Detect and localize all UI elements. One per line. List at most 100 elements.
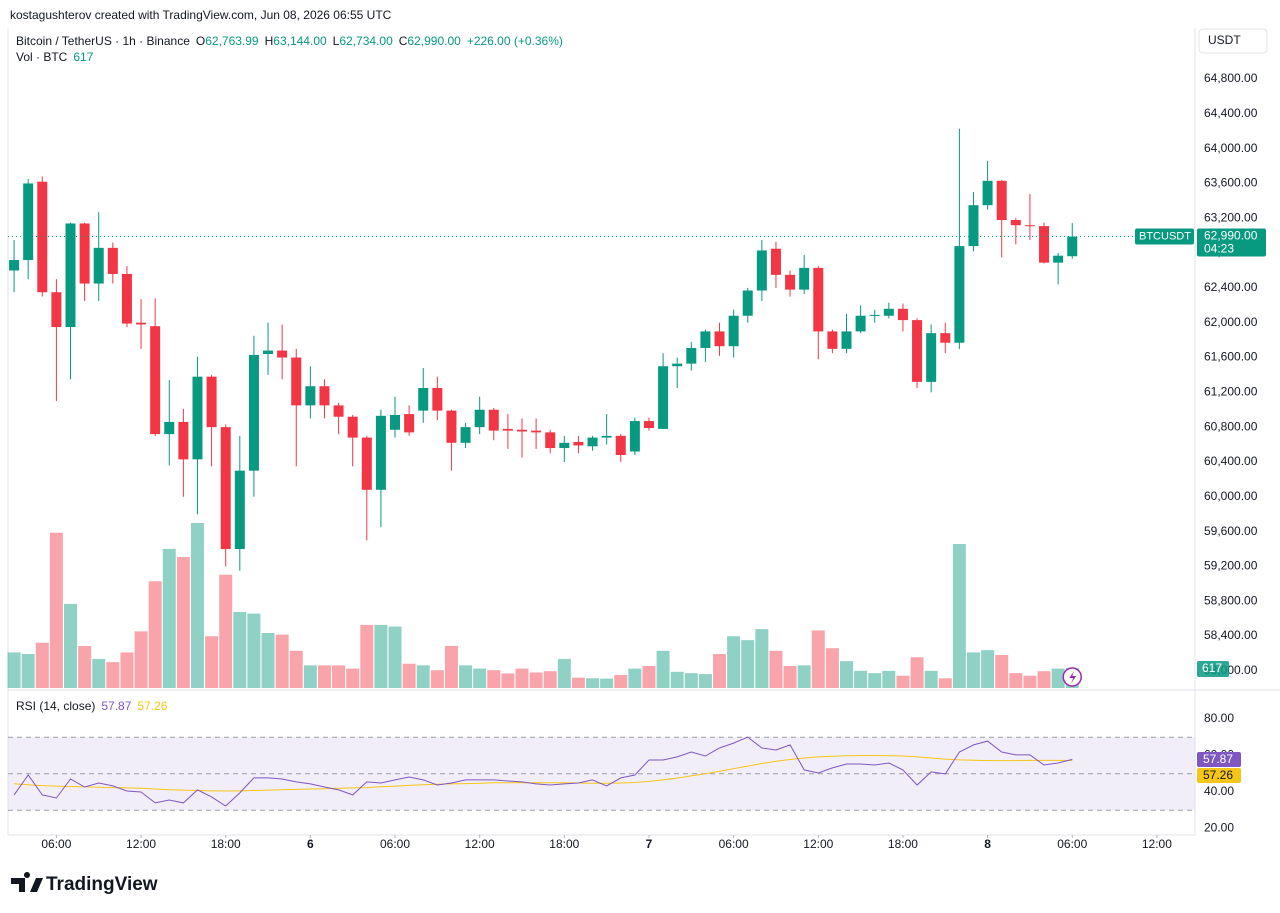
volume-bar — [148, 581, 162, 688]
y-tick-label: 61,200.00 — [1204, 385, 1258, 399]
currency: USDT — [1208, 33, 1241, 47]
candle-body — [121, 273, 132, 324]
candle-body — [1053, 255, 1064, 263]
candle-body — [277, 350, 288, 358]
candle-body — [432, 387, 443, 411]
volume-bar — [952, 544, 966, 688]
y-tick-label: 61,600.00 — [1204, 350, 1258, 364]
candle-body — [855, 315, 866, 332]
y-tick-label: 62,000.00 — [1204, 315, 1258, 329]
candle-body — [982, 180, 993, 206]
y-tick-label: 64,400.00 — [1204, 106, 1258, 120]
rsi-value: 57.87 — [101, 699, 131, 713]
candle-body — [559, 442, 570, 449]
volume-bar — [78, 645, 92, 688]
volume-bar — [628, 668, 642, 688]
candle-body — [926, 333, 937, 382]
candle-body — [799, 267, 810, 290]
volume-bar — [797, 665, 811, 688]
candle-body — [390, 414, 401, 430]
volume-bar — [289, 650, 303, 688]
logo-text: TradingView — [46, 874, 158, 895]
candle-body — [827, 331, 838, 349]
candle-body — [248, 354, 259, 471]
x-tick-label: 12:00 — [1142, 837, 1172, 851]
c-value: 62,990.00 — [407, 34, 461, 48]
volume-bar — [162, 548, 176, 688]
header: kostagushterov created with TradingView.… — [10, 8, 392, 22]
x-tick-label: 7 — [646, 837, 653, 851]
x-tick-label: 18:00 — [549, 837, 579, 851]
price-badge — [1197, 228, 1266, 257]
volume-bar — [332, 665, 346, 688]
volume-bar — [303, 665, 317, 688]
volume-bar — [1051, 668, 1065, 688]
volume-bar — [416, 665, 430, 688]
volume-bar — [219, 574, 233, 688]
rsi-ma-badge — [1197, 768, 1241, 783]
rsi-badge — [1197, 752, 1241, 767]
y-tick-label: 60,000.00 — [1204, 489, 1258, 503]
volume-bar — [275, 634, 289, 688]
candle-body — [107, 247, 118, 274]
volume-bar — [868, 673, 882, 688]
volume-bar — [360, 624, 374, 688]
candle-body — [686, 347, 697, 364]
candle-body — [770, 248, 781, 275]
rsi-tick-label: 80.00 — [1204, 711, 1234, 725]
x-tick-label: 06:00 — [719, 837, 749, 851]
rsi-ma-badge-text: 57.26 — [1203, 768, 1233, 782]
volume-bar — [459, 665, 473, 688]
price-badge-text: 62,990.00 — [1204, 229, 1258, 243]
x-tick-label: 12:00 — [126, 837, 156, 851]
volume-bar — [134, 631, 148, 688]
y-tick-label: 60,400.00 — [1204, 454, 1258, 468]
candle-body — [954, 246, 965, 343]
h-value: 63,144.00 — [273, 34, 327, 48]
volume-bar — [825, 648, 839, 688]
volume-bar — [444, 645, 458, 688]
volume-bar — [938, 678, 952, 688]
candle-body — [51, 292, 62, 328]
volume-bar — [811, 630, 825, 688]
alert-icon-bolt — [1069, 671, 1077, 683]
rsi-badge-text: 57.87 — [1203, 752, 1233, 766]
rsi-title: RSI (14, close) — [16, 699, 95, 713]
candle-body — [912, 320, 923, 382]
rsi-line — [13, 736, 1073, 807]
volume-bar — [783, 666, 797, 688]
candle-body — [178, 421, 189, 460]
pane-backgrounds — [8, 737, 1195, 811]
l-key: L — [333, 34, 340, 48]
volume-bar — [713, 654, 727, 688]
candle-body — [347, 416, 358, 438]
x-tick-label: 12:00 — [465, 837, 495, 851]
volume-bar — [430, 670, 444, 688]
volume-badge — [1197, 661, 1229, 678]
volume-bar — [247, 613, 261, 688]
rsi-legend: RSI (14, close) 57.87 57.26 — [16, 699, 168, 713]
x-tick-label: 18:00 — [888, 837, 918, 851]
candle-body — [742, 290, 753, 316]
c-key: C — [399, 34, 408, 48]
candle-body — [361, 437, 372, 490]
y-tick-label: 64,800.00 — [1204, 71, 1258, 85]
candle-body — [545, 432, 556, 449]
volume-bar — [529, 672, 543, 688]
volume-bar — [896, 675, 910, 688]
candle-body — [136, 322, 147, 325]
candle-body — [1067, 236, 1078, 257]
volume-bar — [233, 611, 247, 688]
x-tick-label: 6 — [307, 837, 314, 851]
y-tick-label: 60,800.00 — [1204, 419, 1258, 433]
candle-body — [488, 409, 499, 431]
y-tick-label: 63,600.00 — [1204, 176, 1258, 190]
volume-bar — [854, 670, 868, 688]
volume-bar — [741, 640, 755, 688]
volume-bar — [571, 677, 585, 688]
candle-body — [516, 429, 527, 432]
candle-body — [263, 350, 274, 355]
countdown: 04:23 — [1204, 242, 1234, 256]
volume-bar — [614, 675, 628, 688]
volume-bar — [35, 642, 49, 688]
